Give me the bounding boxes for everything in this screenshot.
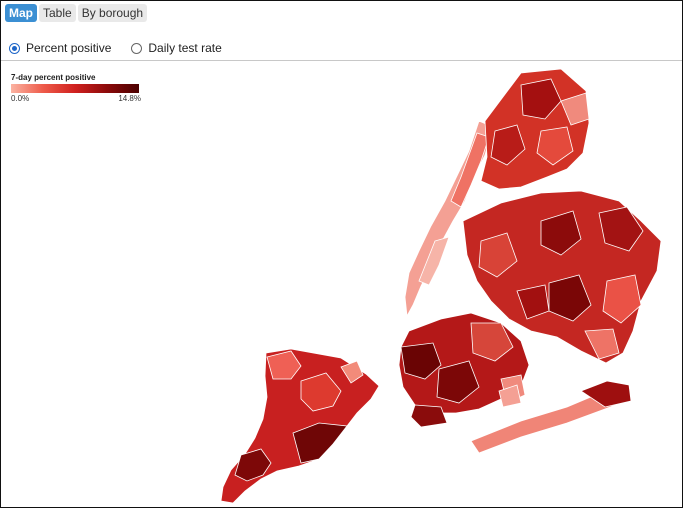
tab-by-borough[interactable]: By borough xyxy=(77,4,148,22)
nyc-choropleth-map[interactable] xyxy=(1,61,682,507)
tab-table[interactable]: Table xyxy=(39,4,76,22)
region-queens[interactable] xyxy=(462,190,662,364)
radio-checked-icon[interactable] xyxy=(9,42,20,54)
radio-percent-positive[interactable]: Percent positive xyxy=(9,41,111,55)
legend-min-label: 0.0% xyxy=(11,94,30,103)
radio-label: Percent positive xyxy=(26,41,112,55)
region-rockaway[interactable] xyxy=(470,380,632,454)
radio-label: Daily test rate xyxy=(148,41,222,55)
region-bronx[interactable] xyxy=(480,68,590,190)
legend-ticks: 0.0% 14.8% xyxy=(11,94,141,103)
view-tabs: Map Table By borough xyxy=(5,4,148,22)
radio-daily-test-rate[interactable]: Daily test rate xyxy=(131,41,222,55)
legend-title: 7-day percent positive xyxy=(11,73,96,82)
divider xyxy=(1,60,682,61)
tab-map[interactable]: Map xyxy=(5,4,37,22)
legend-color-scale xyxy=(11,84,139,93)
legend-max-label: 14.8% xyxy=(118,94,141,103)
map-legend: 7-day percent positive 0.0% 14.8% xyxy=(11,73,141,103)
region-brooklyn[interactable] xyxy=(398,312,530,428)
region-staten-island[interactable] xyxy=(220,348,380,504)
metric-selector: Percent positive Daily test rate xyxy=(9,41,222,55)
radio-unchecked-icon[interactable] xyxy=(131,42,143,54)
region-manhattan[interactable] xyxy=(404,120,494,318)
